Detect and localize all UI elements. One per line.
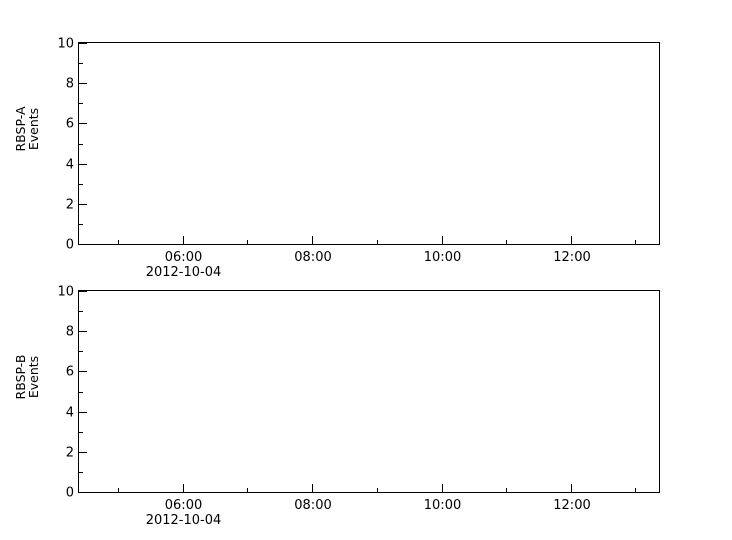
- x-major-tick-0800: 08:00: [294, 484, 332, 513]
- x-tick-label-0600: 06:00 2012-10-04: [146, 250, 222, 280]
- x-minor-tick-0900: [377, 240, 378, 244]
- x-major-tick-1000: 10:00: [424, 484, 461, 513]
- x-major-tick-1200: 12:00: [553, 236, 591, 265]
- x-minor-tick-1300: [635, 488, 636, 492]
- y-minor-tick-1: [79, 471, 83, 473]
- y-axis-label-line2: Events: [26, 355, 41, 399]
- y-minor-tick-3: [79, 183, 83, 185]
- y-major-tick-2: 2: [66, 446, 87, 459]
- plot-frame-rbsp-b: 10 8 6 4 2 0: [57, 286, 660, 528]
- panel-rbsp-b: RBSP-B Events 10 8 6 4 2 0: [0, 248, 732, 540]
- y-major-tick-4: 4: [66, 158, 87, 171]
- y-axis-label-rbsp-a: RBSP-A Events: [13, 94, 41, 164]
- x-tick-label-1200: 12:00: [553, 250, 591, 265]
- y-major-tick-8: 8: [66, 326, 87, 339]
- y-major-tick-10: 10: [57, 286, 87, 299]
- y-major-tick-10: 10: [57, 38, 87, 51]
- y-tick-label-10: 10: [57, 284, 74, 300]
- x-minor-tick-0900: [377, 488, 378, 492]
- y-tick-label-2: 2: [65, 445, 74, 461]
- y-major-tick-6: 6: [66, 366, 87, 379]
- x-major-tick-0600: 06:00 2012-10-04: [146, 484, 221, 528]
- y-major-tick-6: 6: [66, 118, 87, 131]
- x-tick-label-1000: 10:00: [423, 498, 462, 513]
- x-tick-label-1000: 10:00: [423, 250, 462, 265]
- panel-rbsp-a: RBSP-A Events 10 8 6 4 2 0: [13, 38, 660, 280]
- x-major-tick-0800: 08:00: [294, 236, 332, 265]
- y-minor-tick-7: [79, 103, 83, 105]
- plot-data-area-rbsp-b: [79, 291, 659, 492]
- y-major-tick-4: 4: [66, 406, 87, 419]
- y-axis-label-rbsp-b: RBSP-B Events: [13, 342, 41, 412]
- y-axis-label-line2: Events: [26, 107, 41, 151]
- x-tick-label-0800: 08:00: [294, 250, 332, 265]
- y-tick-label-4: 4: [65, 157, 74, 173]
- plot-data-area-rbsp-a: [79, 43, 659, 244]
- x-minor-tick-0700: [247, 240, 248, 244]
- x-tick-label-0800: 08:00: [294, 498, 332, 513]
- x-major-tick-0600: 06:00 2012-10-04: [146, 236, 221, 280]
- y-minor-tick-5: [79, 391, 83, 393]
- x-major-tick-1000: 10:00: [424, 236, 461, 265]
- y-major-tick-8: 8: [66, 78, 87, 91]
- x-tick-time-0600: 06:00: [164, 498, 203, 513]
- y-tick-label-10: 10: [57, 36, 74, 52]
- x-minor-tick-0500: [118, 240, 119, 244]
- y-minor-tick-9: [79, 63, 83, 65]
- y-tick-label-6: 6: [65, 116, 74, 132]
- x-axis-date-label: 2012-10-04: [145, 513, 222, 528]
- y-tick-label-6: 6: [65, 364, 74, 380]
- x-minor-tick-0700: [247, 488, 248, 492]
- x-major-tick-1200: 12:00: [553, 484, 591, 513]
- x-minor-tick-1100: [506, 240, 507, 244]
- y-tick-label-0: 0: [65, 485, 74, 501]
- x-tick-time-0600: 06:00: [164, 250, 203, 265]
- y-minor-tick-7: [79, 351, 83, 353]
- y-tick-label-2: 2: [65, 197, 74, 213]
- y-major-tick-0: 0: [66, 239, 87, 252]
- x-minor-tick-1100: [506, 488, 507, 492]
- y-minor-tick-1: [79, 223, 83, 225]
- y-minor-tick-3: [79, 431, 83, 433]
- y-minor-tick-5: [79, 143, 83, 145]
- y-minor-tick-9: [79, 311, 83, 313]
- y-tick-label-8: 8: [65, 324, 74, 340]
- x-minor-tick-1300: [635, 240, 636, 244]
- y-major-tick-2: 2: [66, 198, 87, 211]
- x-tick-label-0600: 06:00 2012-10-04: [146, 498, 222, 528]
- y-major-tick-0: 0: [66, 487, 87, 500]
- y-tick-label-0: 0: [65, 237, 74, 253]
- plot-frame-rbsp-a: 10 8 6 4 2 0: [57, 38, 660, 280]
- x-minor-tick-0500: [118, 488, 119, 492]
- y-tick-label-4: 4: [65, 405, 74, 421]
- x-tick-label-1200: 12:00: [553, 498, 591, 513]
- x-axis-date-label: 2012-10-04: [145, 265, 222, 280]
- y-tick-label-8: 8: [65, 76, 74, 92]
